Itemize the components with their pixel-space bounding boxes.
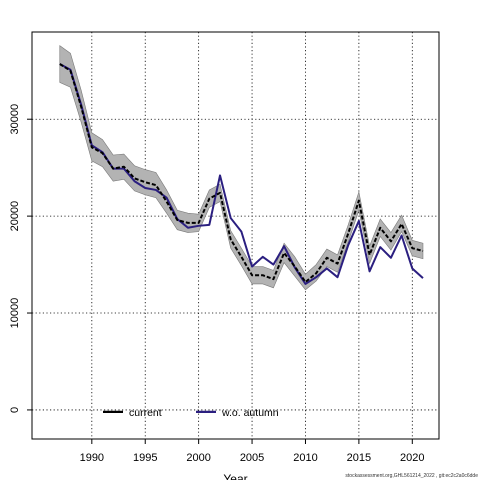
x-tick-label: 2020	[400, 452, 424, 464]
x-tick-label: 2010	[293, 452, 317, 464]
legend: current w.o. autumn	[103, 407, 279, 419]
legend-entry: w.o. autumn	[196, 407, 279, 419]
gridlines	[32, 32, 439, 439]
x-tick-label: 1990	[80, 452, 104, 464]
y-tick-label: 30000	[9, 104, 21, 135]
y-tick-label: 10000	[9, 298, 21, 329]
confidence-band	[59, 44, 424, 291]
y-tick-label: 20000	[9, 201, 21, 232]
series-line-w-o-autumn	[59, 63, 424, 285]
y-tick-label: 0	[9, 407, 21, 413]
x-tick-label: 2000	[186, 452, 210, 464]
x-tick-label: 2015	[347, 452, 371, 464]
x-tick-label: 1995	[133, 452, 157, 464]
series-lines	[59, 63, 424, 285]
current-ci-band	[59, 44, 424, 291]
x-axis-title: Year	[223, 472, 247, 480]
legend-label: w.o. autumn	[221, 407, 279, 419]
x-axis: 1990 1995 2000 2005 2010 2015 2020	[80, 439, 425, 464]
y-axis: 0 10000 20000 30000	[9, 104, 32, 413]
footer-source: stockassessment.org,GHL561214_2022 , git…	[345, 473, 478, 479]
legend-label: current	[129, 407, 162, 419]
plot-frame	[31, 31, 440, 440]
x-tick-label: 2005	[240, 452, 264, 464]
series-line-current	[59, 63, 424, 284]
legend-entry: current	[103, 407, 162, 419]
